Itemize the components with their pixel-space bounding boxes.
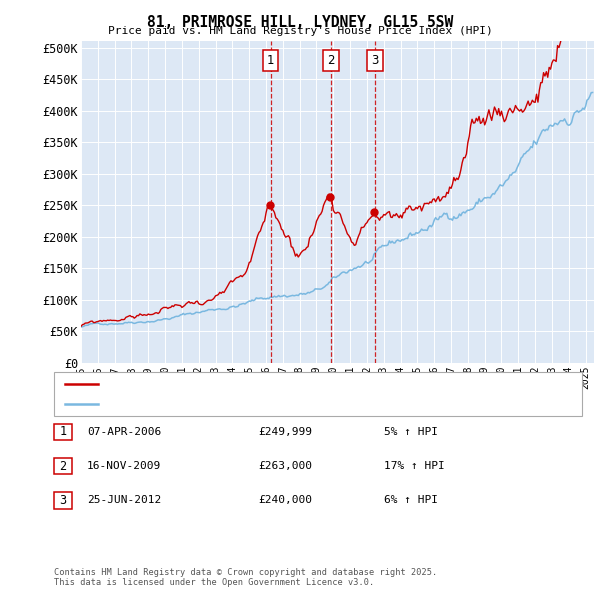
- Text: HPI: Average price, detached house, Forest of Dean: HPI: Average price, detached house, Fore…: [104, 399, 429, 409]
- Text: £240,000: £240,000: [258, 496, 312, 505]
- Text: This data is licensed under the Open Government Licence v3.0.: This data is licensed under the Open Gov…: [54, 578, 374, 587]
- Text: 3: 3: [59, 494, 67, 507]
- Text: 81, PRIMROSE HILL, LYDNEY, GL15 5SW (detached house): 81, PRIMROSE HILL, LYDNEY, GL15 5SW (det…: [104, 379, 442, 389]
- Text: 07-APR-2006: 07-APR-2006: [87, 427, 161, 437]
- Text: 6% ↑ HPI: 6% ↑ HPI: [384, 496, 438, 505]
- Text: 2: 2: [328, 54, 335, 67]
- Text: Contains HM Land Registry data © Crown copyright and database right 2025.: Contains HM Land Registry data © Crown c…: [54, 568, 437, 577]
- Text: 3: 3: [371, 54, 379, 67]
- Text: 1: 1: [59, 425, 67, 438]
- Text: 17% ↑ HPI: 17% ↑ HPI: [384, 461, 445, 471]
- Text: Price paid vs. HM Land Registry's House Price Index (HPI): Price paid vs. HM Land Registry's House …: [107, 26, 493, 36]
- Text: £263,000: £263,000: [258, 461, 312, 471]
- Text: 16-NOV-2009: 16-NOV-2009: [87, 461, 161, 471]
- Text: 2: 2: [59, 460, 67, 473]
- Text: 81, PRIMROSE HILL, LYDNEY, GL15 5SW: 81, PRIMROSE HILL, LYDNEY, GL15 5SW: [147, 15, 453, 30]
- Text: 1: 1: [267, 54, 274, 67]
- Text: 5% ↑ HPI: 5% ↑ HPI: [384, 427, 438, 437]
- Text: £249,999: £249,999: [258, 427, 312, 437]
- Text: 25-JUN-2012: 25-JUN-2012: [87, 496, 161, 505]
